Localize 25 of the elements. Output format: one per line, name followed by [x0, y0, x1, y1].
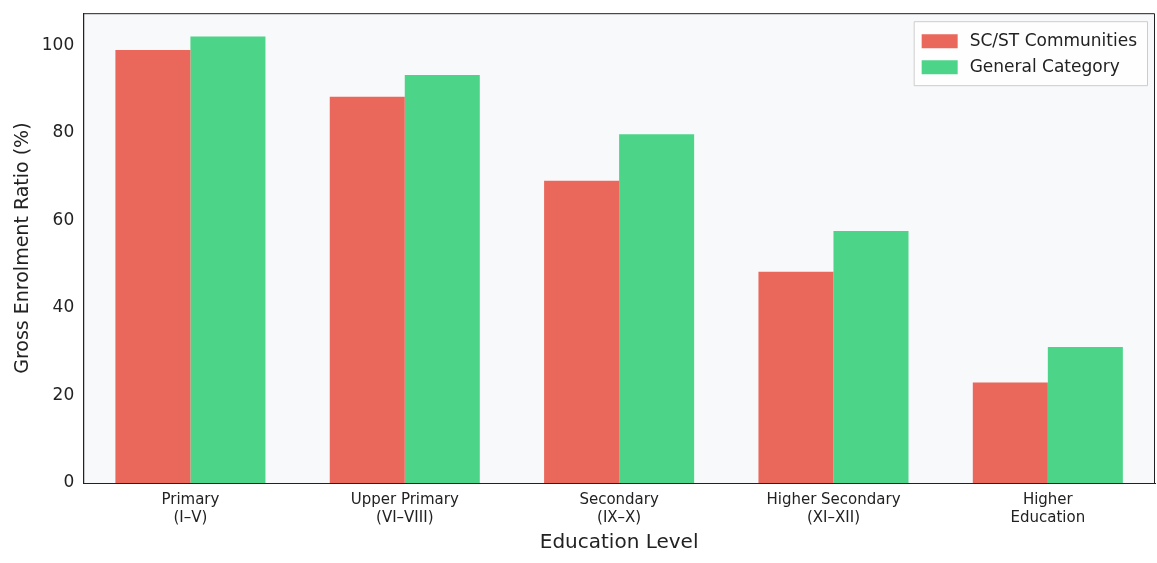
bar	[544, 180, 620, 483]
x-axis-title: Education Level	[539, 529, 699, 554]
bar	[619, 134, 695, 483]
legend-label: SC/ST Communities	[969, 29, 1138, 50]
y-tick-label: 80	[52, 121, 75, 142]
x-tick-label: Higher Education	[1010, 489, 1086, 526]
bar	[1047, 346, 1123, 483]
y-tick-label: 100	[41, 33, 75, 54]
bar	[329, 96, 405, 483]
y-tick-label: 60	[52, 208, 75, 229]
y-axis-title: Gross Enrolment Ratio (%)	[10, 122, 33, 374]
y-tick-label: 0	[63, 471, 75, 492]
bar	[833, 231, 909, 483]
x-tick-label: Primary (I–V)	[161, 489, 220, 526]
bar	[190, 36, 266, 483]
y-tick-label: 20	[52, 383, 75, 404]
bar	[972, 382, 1048, 483]
bar	[115, 49, 191, 483]
x-tick-label: Upper Primary (VI–VIII)	[350, 489, 459, 526]
bar	[758, 271, 834, 483]
legend-label: General Category	[969, 55, 1120, 76]
x-tick-label: Higher Secondary (XI–XII)	[766, 489, 901, 526]
bar	[404, 74, 480, 483]
x-tick-label: Secondary (IX–X)	[579, 489, 659, 526]
y-tick-label: 40	[52, 296, 75, 317]
